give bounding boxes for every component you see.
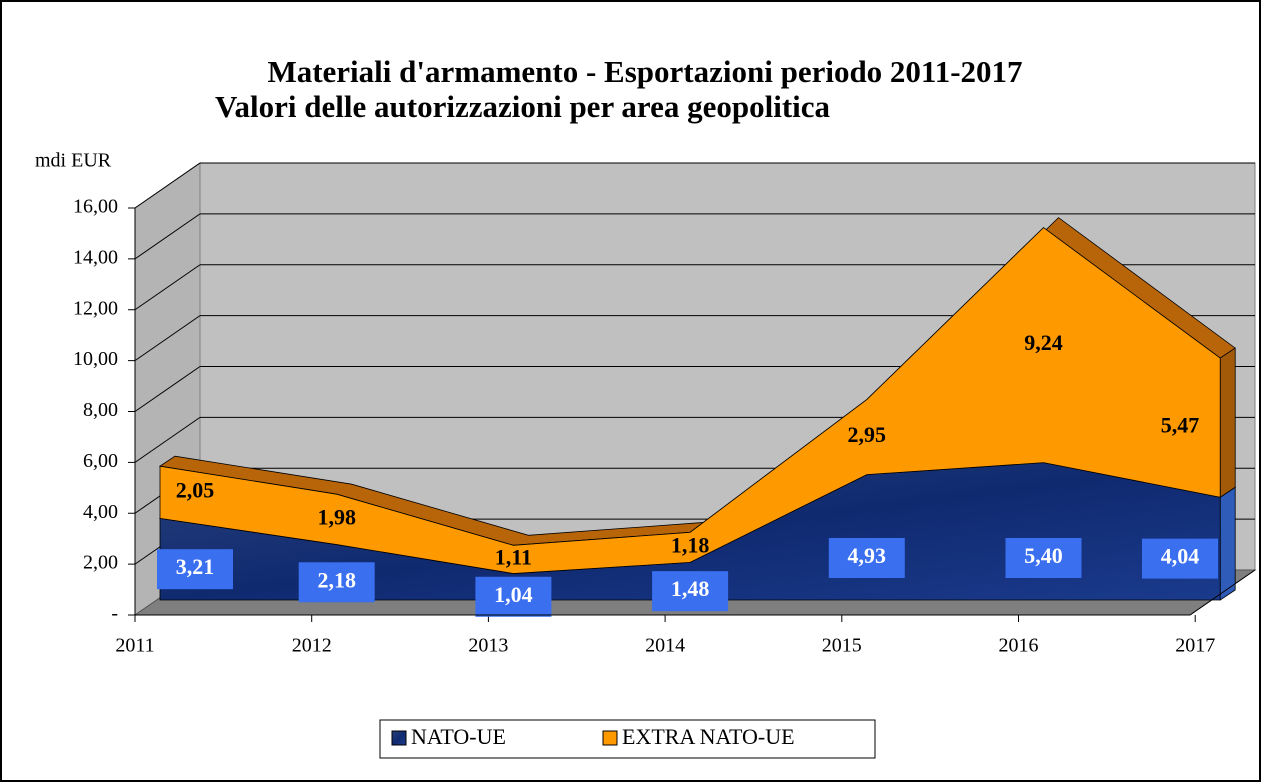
y-axis-label: mdi EUR — [35, 150, 112, 172]
legend-swatch — [603, 731, 617, 745]
y-tick-label: - — [111, 603, 118, 625]
value-label: 1,98 — [317, 504, 356, 529]
x-tick-label: 2017 — [1175, 635, 1215, 657]
x-tick-label: 2015 — [822, 635, 862, 657]
y-tick-label: 14,00 — [73, 246, 118, 268]
legend-label: EXTRA NATO-UE — [622, 724, 795, 749]
legend-label: NATO-UE — [411, 724, 506, 749]
value-label: 2,05 — [176, 477, 215, 502]
x-tick-label: 2012 — [292, 635, 332, 657]
y-tick-label: 4,00 — [83, 501, 118, 523]
value-label: 1,48 — [671, 576, 710, 601]
value-label: 5,40 — [1024, 543, 1063, 568]
y-tick-label: 6,00 — [83, 450, 118, 472]
chart-title: Materiali d'armamento - Esportazioni per… — [267, 54, 1022, 89]
y-tick-label: 16,00 — [73, 196, 118, 218]
x-tick-label: 2016 — [999, 635, 1039, 657]
value-label: 1,18 — [671, 532, 710, 557]
area-side — [1220, 487, 1235, 600]
value-label: 5,47 — [1161, 413, 1200, 438]
value-label: 3,21 — [176, 554, 215, 579]
chart: Materiali d'armamento - Esportazioni per… — [0, 0, 1263, 783]
value-label: 2,18 — [317, 567, 356, 592]
x-tick-label: 2011 — [115, 635, 154, 657]
x-tick-label: 2013 — [468, 635, 508, 657]
chart-subtitle: Valori delle autorizzazioni per area geo… — [215, 89, 831, 124]
value-label: 4,93 — [848, 543, 887, 568]
area-side — [1220, 348, 1235, 497]
y-tick-label: 2,00 — [83, 552, 118, 574]
y-tick-label: 8,00 — [83, 399, 118, 421]
legend-swatch — [392, 731, 406, 745]
value-label: 1,11 — [495, 544, 532, 569]
x-tick-label: 2014 — [645, 635, 685, 657]
value-label: 1,04 — [494, 582, 533, 607]
value-label: 4,04 — [1161, 544, 1200, 569]
y-tick-label: 12,00 — [73, 297, 118, 319]
y-tick-label: 10,00 — [73, 348, 118, 370]
value-label: 9,24 — [1024, 330, 1063, 355]
value-label: 2,95 — [848, 422, 887, 447]
